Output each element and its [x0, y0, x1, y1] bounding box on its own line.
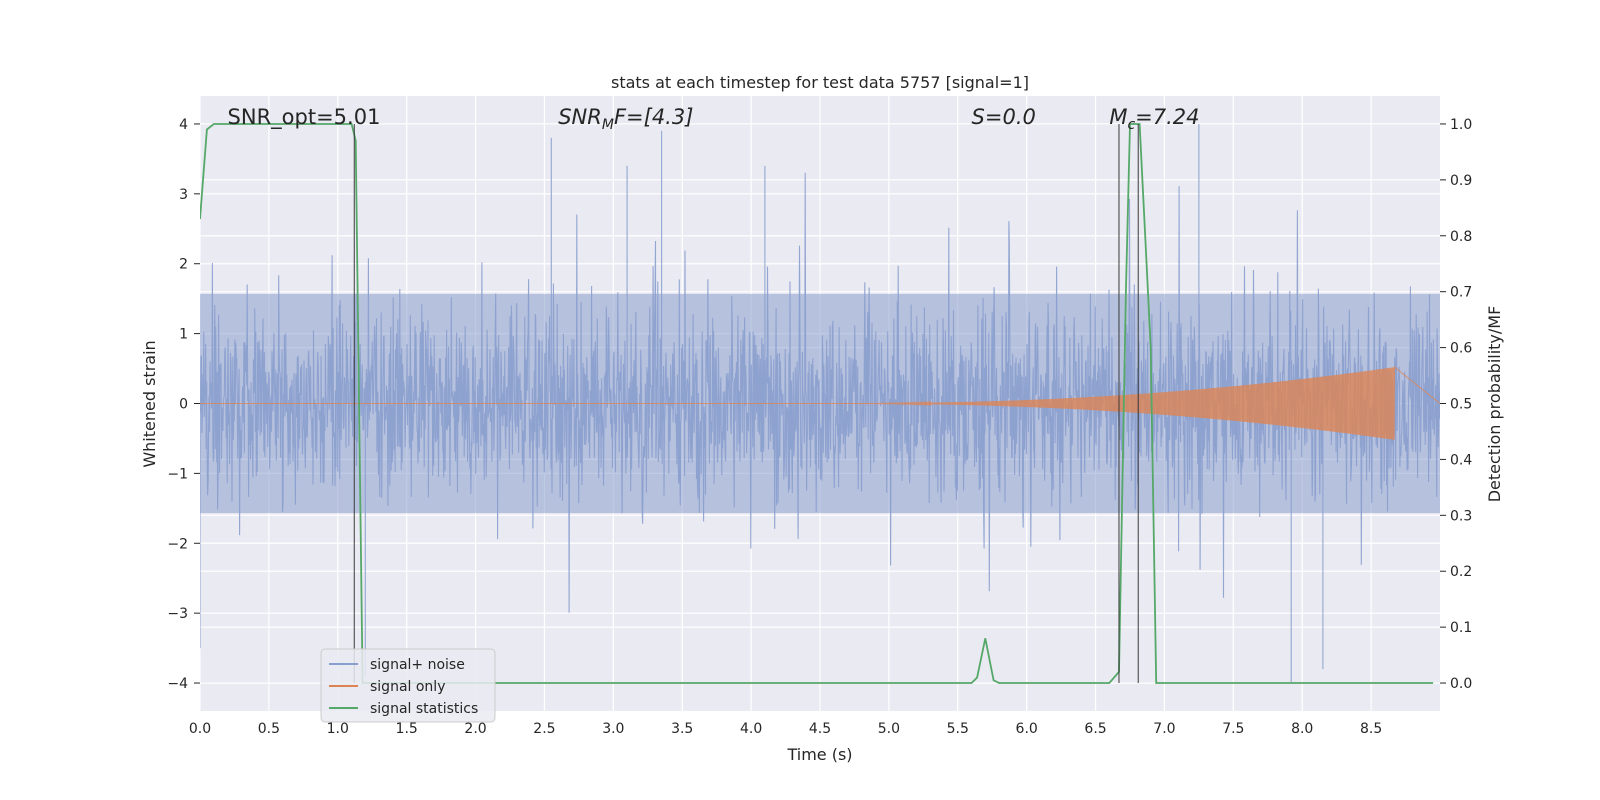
y-left-tick-label: 3 — [179, 187, 188, 203]
y-left-tick-label: 1 — [179, 327, 188, 343]
x-axis-label: Time (s) — [786, 745, 852, 764]
legend: signal+ noise signal only signal statist… — [320, 648, 496, 723]
legend-box — [320, 648, 496, 723]
y-right-tick-label: 0.5 — [1450, 397, 1472, 413]
chart-title: stats at each timestep for test data 575… — [611, 73, 1029, 92]
x-axis-ticks: 0.0 0.5 1.0 1.5 2.0 2.5 3.0 3.5 4.0 4.5 5.0 5.5 6.0 6… — [189, 721, 1382, 737]
x-tick-label: 1.5 — [396, 721, 418, 737]
x-tick-label: 8.5 — [1360, 721, 1382, 737]
y-left-tick-label: −1 — [167, 466, 188, 482]
series-signal-only-line — [200, 366, 1440, 440]
y-left-tick-label: 2 — [179, 257, 188, 273]
legend-label-signal-only: signal only — [370, 679, 445, 695]
x-tick-label: 0.0 — [189, 721, 211, 737]
y-right-tick-label: 1.0 — [1450, 117, 1472, 133]
x-tick-label: 8.0 — [1291, 721, 1313, 737]
y-right-tick-label: 0.8 — [1450, 229, 1472, 245]
x-tick-label: 3.0 — [602, 721, 624, 737]
y-right-tick-label: 0.4 — [1450, 452, 1472, 468]
x-tick-label: 4.5 — [809, 721, 831, 737]
annotations: SNR_opt=5.01 SNRMF=[4.3] S=0.0 Mc=7.24 — [228, 105, 1200, 133]
annotation-text: SNR_opt=5.01 — [228, 105, 381, 130]
y-right-tick-label: 0.3 — [1450, 508, 1472, 524]
legend-label-signal-noise: signal+ noise — [370, 657, 465, 673]
x-tick-label: 6.0 — [1016, 721, 1038, 737]
x-tick-label: 5.5 — [947, 721, 969, 737]
x-tick-label: 2.5 — [533, 721, 555, 737]
y-right-tick-label: 0.0 — [1450, 676, 1472, 692]
annotation-text: S=0.0 — [972, 105, 1036, 129]
x-tick-label: 0.5 — [258, 721, 280, 737]
y-left-axis-label: Whitened strain — [140, 340, 159, 467]
y-left-tick-label: −2 — [167, 536, 188, 552]
x-tick-label: 2.0 — [464, 721, 486, 737]
x-tick-label: 4.0 — [740, 721, 762, 737]
annotation-text: Mc=7.24 — [1109, 105, 1199, 133]
x-tick-label: 7.0 — [1153, 721, 1175, 737]
y-right-tick-label: 0.9 — [1450, 173, 1472, 189]
y-left-tick-label: −3 — [167, 606, 188, 622]
legend-label-signal-statistics: signal statistics — [370, 701, 478, 717]
annotation-text: SNRMF=[4.3] — [558, 105, 693, 133]
plot-data — [200, 123, 1440, 684]
x-tick-label: 1.0 — [327, 721, 349, 737]
y-right-axis-ticks: 1.0 0.9 0.8 0.7 0.6 0.5 0.4 0.3 0.2 0.1 0.0 — [1440, 117, 1472, 692]
x-tick-label: 3.5 — [671, 721, 693, 737]
y-left-tick-label: −4 — [167, 676, 188, 692]
x-tick-label: 5.0 — [878, 721, 900, 737]
x-tick-label: 7.5 — [1222, 721, 1244, 737]
y-right-tick-label: 0.2 — [1450, 564, 1472, 580]
y-right-tick-label: 0.7 — [1450, 285, 1472, 301]
y-right-tick-label: 0.6 — [1450, 341, 1472, 357]
y-left-tick-label: 0 — [179, 397, 188, 413]
y-left-axis-ticks: 4 3 2 1 0 −1 −2 −3 −4 — [167, 117, 200, 692]
y-left-tick-label: 4 — [179, 117, 188, 133]
y-right-axis-label: Detection probability/MF — [1485, 306, 1504, 503]
x-tick-label: 6.5 — [1084, 721, 1106, 737]
y-right-tick-label: 0.1 — [1450, 620, 1472, 636]
